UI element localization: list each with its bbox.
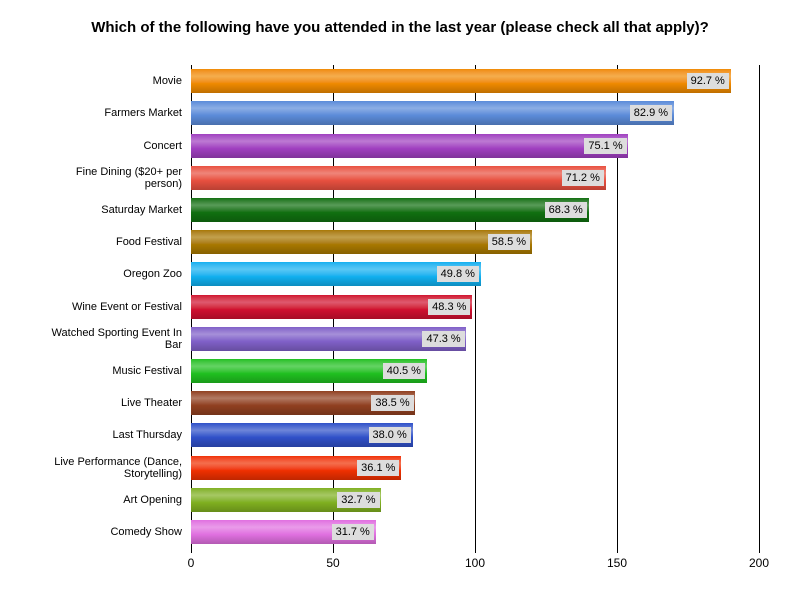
category-label: Art Opening [123, 493, 182, 506]
bar [191, 197, 589, 222]
data-label: 47.3 % [422, 330, 465, 347]
grid-line [616, 65, 618, 553]
bar [191, 326, 467, 351]
bar [191, 165, 606, 190]
x-tick-label: 50 [326, 556, 340, 570]
x-tick-label: 150 [606, 556, 628, 570]
data-label: 31.7 % [331, 523, 374, 540]
category-label: Food Festival [115, 236, 182, 249]
data-label: 71.2 % [561, 169, 604, 186]
category-label: Last Thursday [112, 429, 182, 442]
x-tick-label: 0 [187, 556, 195, 570]
chart-title: Which of the following have you attended… [91, 19, 709, 36]
category-label: Comedy Show [110, 525, 182, 538]
data-label: 38.5 % [371, 395, 414, 412]
grid-line [758, 65, 760, 553]
category-label: Live Performance (Dance, Storytelling) [54, 455, 182, 480]
category-label: Movie [152, 75, 182, 88]
bar [191, 133, 629, 158]
x-tick-label: 200 [748, 556, 770, 570]
category-label: Saturday Market [101, 203, 182, 216]
bar [191, 294, 473, 319]
data-label: 92.7 % [686, 73, 729, 90]
category-label: Wine Event or Festival [71, 300, 182, 313]
data-label: 82.9 % [629, 105, 673, 122]
data-label: 32.7 % [337, 491, 380, 508]
bar [191, 69, 731, 94]
category-label: Live Theater [121, 397, 182, 410]
category-label: Music Festival [112, 364, 182, 377]
category-label: Concert [143, 139, 182, 152]
data-label: 58.5 % [487, 234, 531, 251]
bar [191, 262, 481, 287]
data-label: 36.1 % [357, 459, 400, 476]
category-label: Watched Sporting Event In Bar [51, 326, 182, 351]
data-label: 48.3 % [428, 298, 471, 315]
bar [191, 230, 532, 255]
data-label: 38.0 % [368, 427, 411, 444]
category-label: Oregon Zoo [123, 268, 182, 281]
category-label: Farmers Market [104, 107, 182, 120]
data-label: 49.8 % [436, 266, 479, 283]
data-label: 40.5 % [382, 362, 425, 379]
grid-line [474, 65, 476, 553]
bar [191, 101, 674, 126]
data-label: 75.1 % [584, 137, 627, 154]
x-tick-label: 100 [464, 556, 486, 570]
category-label: Fine Dining ($20+ per person) [75, 165, 182, 190]
data-label: 68.3 % [544, 201, 587, 218]
